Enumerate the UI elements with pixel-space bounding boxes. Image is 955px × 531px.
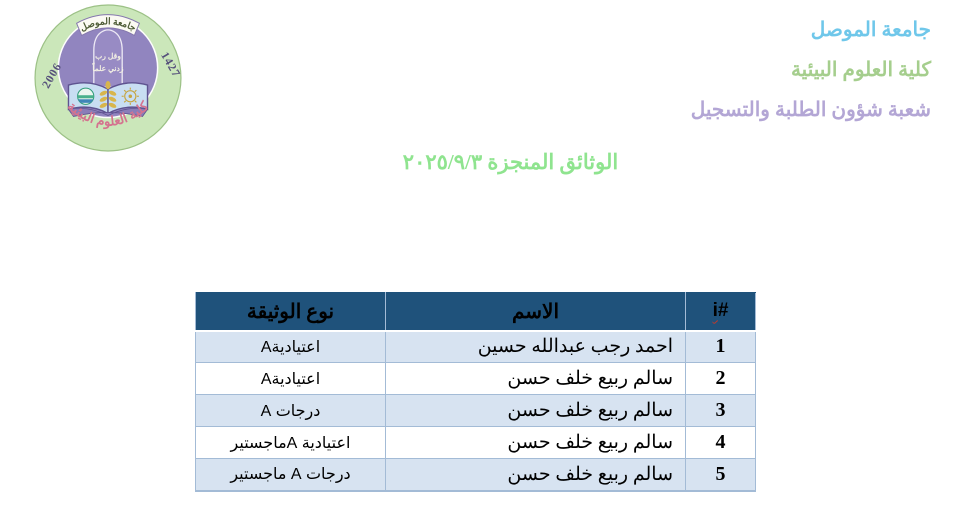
letterhead-university: جامعة الموصل: [810, 19, 931, 41]
hash-label: #: [717, 300, 729, 322]
table-row: 2 سالم ربيع خلف حسن اعتياديةA: [195, 362, 756, 395]
document-title: الوثائق المنجزة ٢٠٢٥/٩/٣: [402, 150, 619, 174]
row-name: سالم ربيع خلف حسن: [385, 394, 686, 427]
header-number: #i: [685, 292, 756, 332]
globe-icon: [77, 87, 95, 105]
row-name: سالم ربيع خلف حسن: [385, 458, 686, 492]
header-doc-type: نوع الوثيقة: [195, 292, 386, 332]
row-doc-type: اعتياديةA: [195, 362, 386, 395]
arch-icon: وقل رب زدني علماً: [92, 29, 124, 88]
table-row: 5 سالم ربيع خلف حسن درجات A ماجستير: [195, 458, 756, 492]
row-doc-type: اعتياديةA: [195, 330, 386, 363]
university-logo: وقل رب زدني علماً: [34, 4, 183, 152]
logo-motto-line1: وقل رب: [95, 52, 121, 62]
table-row: 3 سالم ربيع خلف حسن درجات A: [195, 394, 756, 427]
row-number: 2: [685, 362, 756, 395]
open-book-icon: [67, 81, 149, 117]
table-row: 4 سالم ربيع خلف حسن اعتيادية Aماجستير: [195, 426, 756, 459]
wheat-icon: [99, 81, 117, 108]
row-number: 1: [685, 330, 756, 363]
documents-table: #i الاسم نوع الوثيقة 1 احمد رجب عبدالله …: [195, 292, 756, 492]
logo-motto-line2: زدني علماً: [92, 62, 124, 74]
banner-icon: جامعة الموصل: [75, 14, 141, 37]
row-doc-type: درجات A ماجستير: [195, 458, 386, 492]
row-number: 4: [685, 426, 756, 459]
letterhead-college: كلية العلوم البيئية: [790, 59, 931, 81]
row-name: سالم ربيع خلف حسن: [385, 426, 686, 459]
row-doc-type: اعتيادية Aماجستير: [195, 426, 386, 459]
row-name: سالم ربيع خلف حسن: [385, 362, 686, 395]
header-name: الاسم: [385, 292, 686, 332]
letterhead: جامعة الموصل كلية العلوم البيئية شعبة شؤ…: [691, 10, 931, 130]
row-name: احمد رجب عبدالله حسين: [385, 330, 686, 363]
table-row: 1 احمد رجب عبدالله حسين اعتياديةA: [195, 330, 756, 363]
letterhead-division: شعبة شؤون الطلبة والتسجيل: [690, 99, 931, 121]
sun-icon: [121, 87, 139, 105]
row-number: 3: [685, 394, 756, 427]
row-doc-type: درجات A: [195, 394, 386, 427]
table-header-row: #i الاسم نوع الوثيقة: [195, 292, 756, 332]
i-label: i: [712, 300, 718, 322]
row-number: 5: [685, 458, 756, 492]
